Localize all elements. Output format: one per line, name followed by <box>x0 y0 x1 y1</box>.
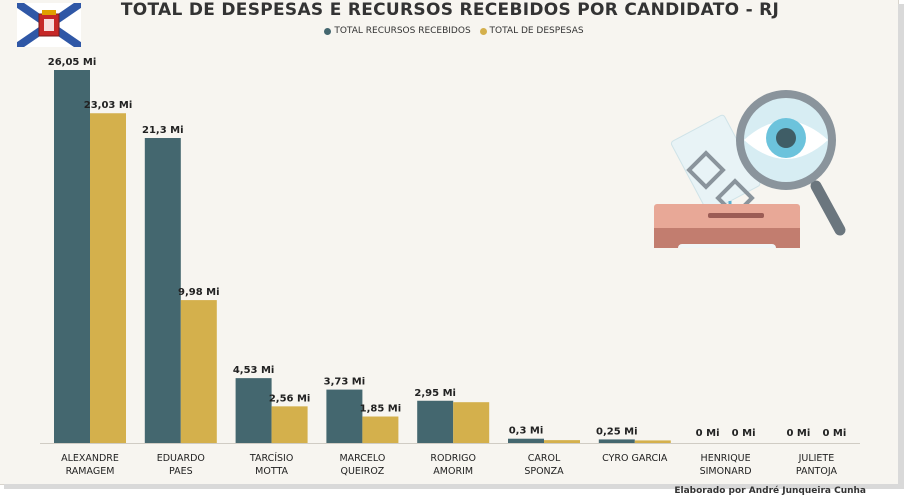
category-label: QUEIROZ <box>340 466 384 477</box>
chart-legend: TOTAL RECURSOS RECEBIDOS TOTAL DE DESPES… <box>0 26 908 37</box>
bar-despesas <box>180 300 217 443</box>
legend-label-recursos: TOTAL RECURSOS RECEBIDOS <box>334 26 471 36</box>
category-label: CAROL <box>528 453 561 464</box>
data-label: 0 Mi <box>786 428 810 439</box>
data-label: 0 Mi <box>732 428 756 439</box>
data-label: 4,53 Mi <box>233 365 275 376</box>
category-label: RODRIGO <box>430 453 476 464</box>
legend-item-recursos: TOTAL RECURSOS RECEBIDOS <box>324 26 471 37</box>
category-label: MOTTA <box>255 466 288 477</box>
ballot-box-magnifier-icon <box>654 90 846 248</box>
data-label: 21,3 Mi <box>142 125 184 136</box>
bar-despesas <box>271 406 308 443</box>
category-label: PANTOJA <box>796 466 838 477</box>
legend-item-despesas: TOTAL DE DESPESAS <box>479 26 584 37</box>
bar-despesas <box>453 402 490 443</box>
bar-recursos <box>598 439 635 443</box>
chart-title: TOTAL DE DESPESAS E RECURSOS RECEBIDOS P… <box>120 0 780 20</box>
bar-despesas <box>90 113 126 444</box>
category-label: AMORIM <box>433 466 473 477</box>
bar-recursos <box>326 389 363 443</box>
data-label: 0 Mi <box>822 428 846 439</box>
legend-swatch-despesas <box>479 27 487 35</box>
data-label: 26,05 Mi <box>48 57 97 68</box>
category-label: JULIETE <box>798 453 835 464</box>
data-label: 0,3 Mi <box>509 426 544 437</box>
bar-recursos <box>144 138 181 444</box>
bar-recursos <box>54 70 90 443</box>
category-label: PAES <box>169 466 193 477</box>
data-label: 2,56 Mi <box>269 393 311 404</box>
data-label: 9,98 Mi <box>178 287 220 298</box>
frame-shadow-right <box>898 4 904 488</box>
data-label: 0,25 Mi <box>596 426 638 437</box>
legend-swatch-recursos <box>324 27 332 35</box>
data-label: 3,73 Mi <box>324 377 366 388</box>
bar-despesas <box>544 440 580 443</box>
category-label: RAMAGEM <box>66 466 115 477</box>
footer-credit: Elaborado por André Junqueira Cunha <box>674 486 866 496</box>
category-label: MARCELO <box>339 453 385 464</box>
category-label: SIMONARD <box>700 466 752 477</box>
category-label: SPONZA <box>524 466 564 477</box>
bar-despesas <box>362 416 399 443</box>
bar-despesas <box>634 440 671 443</box>
bar-recursos <box>508 438 544 443</box>
category-label: EDUARDO <box>157 453 205 464</box>
frame-shadow-bottom <box>4 484 904 489</box>
data-label: 23,03 Mi <box>84 100 133 111</box>
bar-recursos <box>417 400 454 443</box>
category-label: ALEXANDRE <box>61 453 119 464</box>
category-label: HENRIQUE <box>701 453 751 464</box>
legend-label-despesas: TOTAL DE DESPESAS <box>489 26 584 36</box>
rio-de-janeiro-flag-icon <box>17 3 81 47</box>
category-label: CYRO GARCIA <box>602 453 668 464</box>
bar-recursos <box>235 378 272 443</box>
data-label: 2,95 Mi <box>414 388 456 399</box>
data-label: 0 Mi <box>696 428 720 439</box>
data-label: 1,85 Mi <box>360 404 402 415</box>
category-label: TARCÍSIO <box>249 452 293 464</box>
